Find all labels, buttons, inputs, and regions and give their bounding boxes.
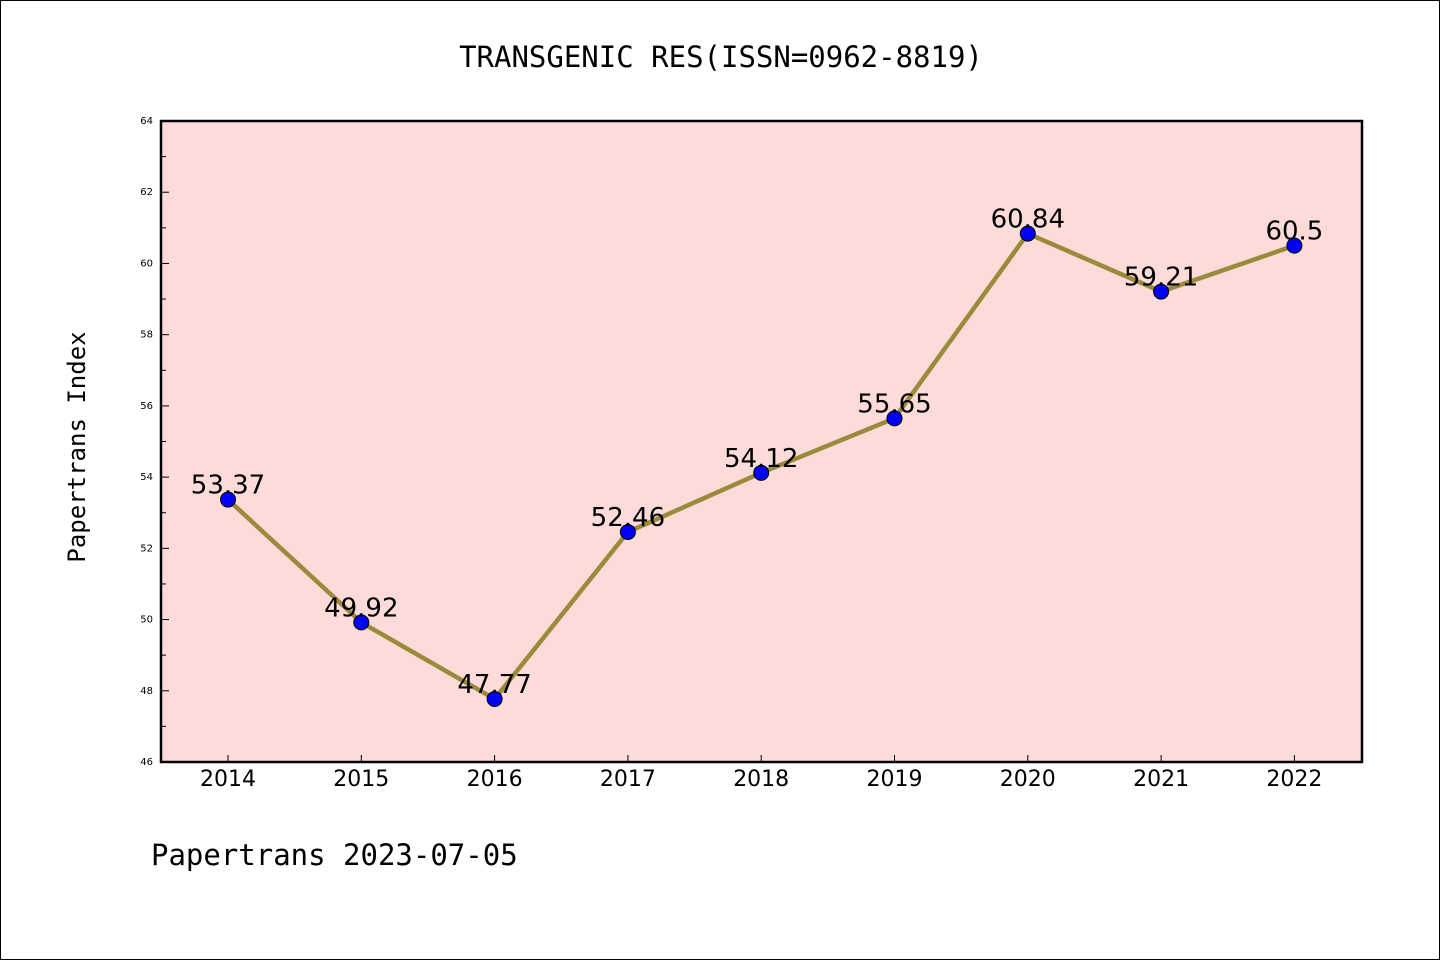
data-label: 49.92: [324, 593, 398, 623]
plot-area: [161, 121, 1362, 762]
data-point: [353, 614, 370, 631]
data-point: [486, 690, 503, 707]
y-tick-label: 62: [140, 187, 153, 198]
chart-title: TRANSGENIC RES(ISSN=0962-8819): [459, 40, 983, 74]
x-axis: 2014 2015 2016 2017 2018 2019 2020 2021 2022: [200, 755, 1322, 792]
data-labels-group: 53.37 49.92 47.77 52.46 54.12 55.65 60.84 59.21…: [191, 205, 1324, 700]
data-label: 54.12: [724, 444, 798, 474]
data-point: [1019, 225, 1036, 242]
data-label: 59.21: [1124, 263, 1198, 293]
y-tick-label: 48: [140, 686, 153, 697]
data-label: 60.84: [991, 205, 1065, 235]
x-tick-label: 2018: [733, 767, 789, 792]
data-point: [619, 523, 636, 540]
data-label: 55.65: [857, 389, 931, 419]
plot-border: [159, 119, 1364, 764]
y-tick-label: 64: [140, 116, 153, 127]
y-tick-label: 52: [140, 543, 153, 554]
x-tick-label: 2022: [1266, 767, 1322, 792]
x-tick-label: 2019: [867, 767, 923, 792]
data-label: 53.37: [191, 471, 265, 501]
data-point: [886, 410, 903, 427]
data-point: [220, 491, 236, 508]
x-tick-label: 2020: [1000, 767, 1056, 792]
data-label: 47.77: [457, 670, 531, 700]
data-point: [753, 464, 770, 481]
y-tick-label: 54: [140, 472, 153, 483]
y-tick-label: 56: [140, 401, 153, 412]
x-tick-label: 2014: [200, 767, 256, 792]
x-tick-label: 2015: [333, 767, 389, 792]
x-tick-label: 2017: [600, 767, 656, 792]
data-point: [1153, 283, 1170, 300]
data-point: [1286, 237, 1303, 254]
y-tick-label: 46: [140, 757, 153, 768]
y-tick-label: 58: [140, 330, 153, 341]
series-group: [220, 225, 1303, 707]
x-tick-label: 2016: [467, 767, 523, 792]
y-tick-label: 50: [140, 615, 153, 626]
data-label: 52.46: [591, 503, 665, 533]
data-label: 60.5: [1265, 217, 1323, 247]
y-axis-label: Papertrans Index: [63, 331, 91, 562]
x-tick-label: 2021: [1133, 767, 1189, 792]
y-tick-label: 60: [140, 258, 153, 269]
footer-date: Papertrans 2023-07-05: [151, 838, 518, 872]
